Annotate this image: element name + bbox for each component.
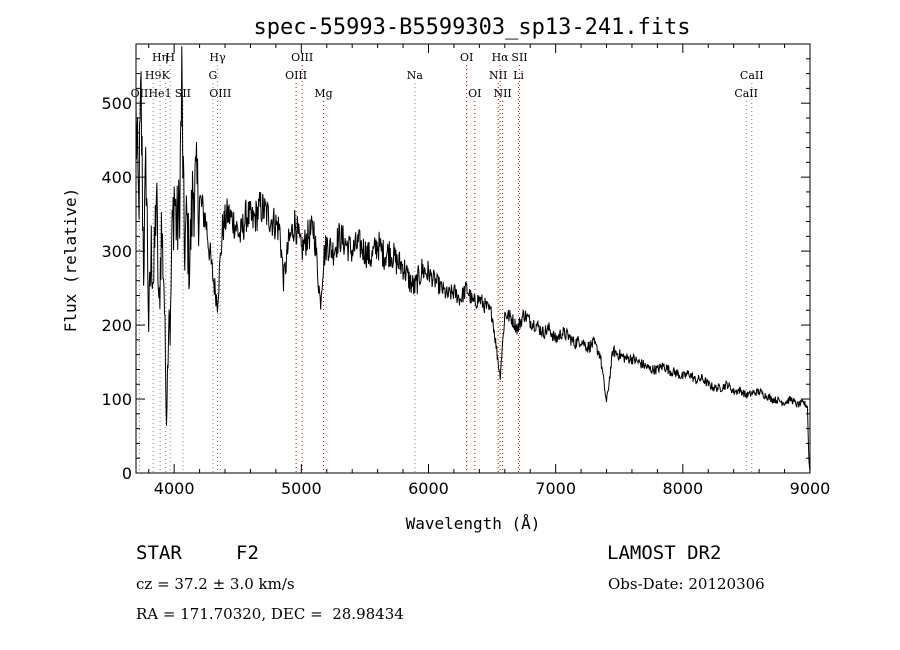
marker-label-3: He1 xyxy=(148,87,171,100)
y-axis-label: Flux (relative) xyxy=(61,188,80,333)
x-tick-label-7000: 7000 xyxy=(535,479,576,498)
marker-label-9: OIII xyxy=(209,87,231,100)
marker-label-0: OII xyxy=(131,87,149,100)
x-tick-label-4000: 4000 xyxy=(154,479,195,498)
subclass-label: F2 xyxy=(236,542,259,564)
marker-label-19: Li xyxy=(513,69,524,82)
redshift-label: cz = 37.2 ± 3.0 km/s xyxy=(136,575,295,593)
coordinates-label: RA = 171.70320, DEC = 28.98434 xyxy=(136,605,404,623)
marker-label-11: OIII xyxy=(285,69,307,82)
marker-label-5: H xyxy=(165,51,175,64)
marker-label-2: Hη xyxy=(152,51,168,64)
x-tick-label-8000: 8000 xyxy=(662,479,703,498)
marker-label-21: CaII xyxy=(740,69,764,82)
axes: 4000 5000 6000 7000 8000 9000 0 100 200 300 400 500 xyxy=(101,44,830,498)
x-tick-label-9000: 9000 xyxy=(790,479,831,498)
spectrum-series xyxy=(135,46,811,474)
marker-label-13: Na xyxy=(407,69,424,82)
y-tick-label-400: 400 xyxy=(101,168,132,187)
y-tick-label-0: 0 xyxy=(122,464,132,483)
x-tick-label-6000: 6000 xyxy=(408,479,449,498)
y-tick-label-200: 200 xyxy=(101,316,132,335)
marker-label-8: G xyxy=(209,69,218,82)
spectrum-line xyxy=(135,46,811,474)
marker-label-4: K xyxy=(162,69,171,82)
marker-label-7: Hγ xyxy=(209,51,226,64)
obs-date-label: Obs-Date: 20120306 xyxy=(608,575,765,593)
marker-label-12: Mg xyxy=(314,87,332,100)
plot-frame xyxy=(135,43,811,474)
marker-label-10: OIII xyxy=(291,51,313,64)
y-tick-label-300: 300 xyxy=(101,242,132,261)
marker-label-14: OI xyxy=(460,51,473,64)
marker-label-18: NII xyxy=(489,69,507,82)
marker-label-22: CaII xyxy=(734,87,758,100)
marker-label-1: H9 xyxy=(145,69,162,82)
marker-label-15: OI xyxy=(468,87,481,100)
line-markers: OII H9 Hη He1 KH SII Hγ G OIII OIII OIII Mg Na OI OI Hα… xyxy=(131,51,764,473)
y-tick-label-100: 100 xyxy=(101,390,132,409)
class-label: STAR xyxy=(136,542,182,564)
marker-label-20: NII xyxy=(493,87,511,100)
x-tick-label-5000: 5000 xyxy=(281,479,322,498)
marker-label-16: Hα xyxy=(492,51,510,64)
y-tick-label-500: 500 xyxy=(101,94,132,113)
chart-title: spec-55993-B5599303_sp13-241.fits xyxy=(253,15,690,40)
marker-label-17: SII xyxy=(511,51,527,64)
x-axis-label: Wavelength (Å) xyxy=(406,514,541,533)
survey-label: LAMOST DR2 xyxy=(607,542,722,564)
marker-label-6: SII xyxy=(175,87,191,100)
